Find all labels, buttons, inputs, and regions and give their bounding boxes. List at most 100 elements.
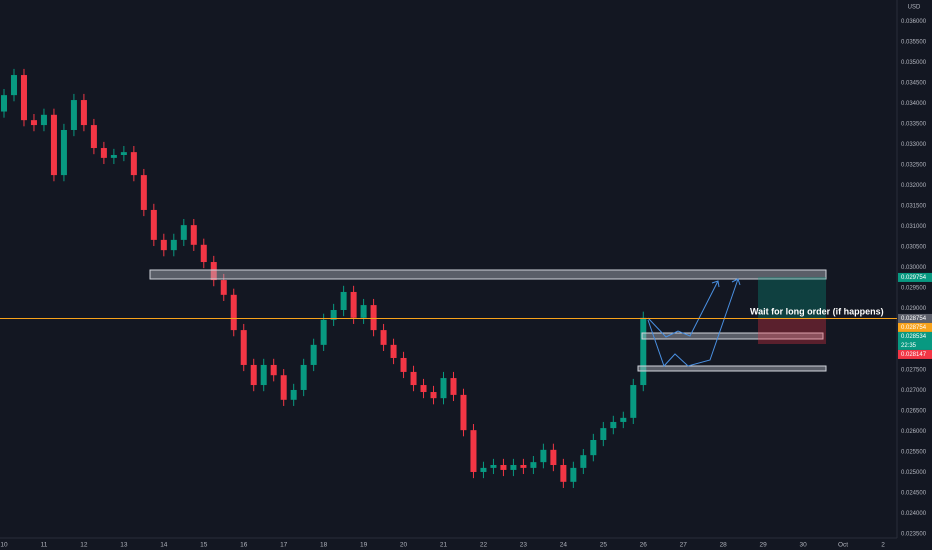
x-tick-label: 23	[520, 542, 528, 549]
candle-body	[180, 225, 187, 240]
candle-body	[400, 357, 407, 372]
x-tick-label: Oct	[838, 542, 848, 549]
x-tick-label: 28	[720, 542, 728, 549]
x-tick-label: 18	[320, 542, 328, 549]
y-tick-label: 0.033500	[901, 121, 927, 127]
y-tick-label: 0.027500	[901, 367, 927, 373]
candle-body	[390, 344, 397, 358]
countdown-label: 22:35	[901, 343, 917, 349]
candle-body	[70, 100, 77, 130]
candle-body	[90, 125, 97, 149]
support-zone	[637, 365, 827, 372]
candle-body	[110, 155, 117, 158]
y-tick-label: 0.036000	[901, 19, 927, 25]
candle-body	[140, 175, 147, 210]
price-label-box	[898, 322, 932, 332]
candle-body	[20, 75, 27, 121]
x-tick-label: 24	[560, 542, 568, 549]
candle-body	[170, 239, 177, 251]
candle-body	[630, 385, 637, 418]
x-tick-label: 12	[80, 542, 88, 549]
candle-body	[520, 465, 527, 468]
candle-body	[270, 364, 277, 376]
candle-body	[590, 439, 597, 456]
currency-label: USD	[908, 5, 921, 11]
candle-body	[150, 209, 157, 240]
price-label: 0.028754	[901, 316, 927, 322]
x-tick-label: 16	[240, 542, 248, 549]
candle-body	[40, 114, 47, 126]
x-tick-label: 25	[600, 542, 608, 549]
price-label-box	[898, 313, 932, 323]
candle-body	[380, 330, 387, 345]
candle-body	[310, 344, 317, 365]
candle-body	[50, 114, 57, 176]
candle-body	[250, 364, 257, 386]
candle-body	[640, 317, 647, 386]
candle-body	[190, 225, 197, 245]
candle-body	[450, 378, 457, 395]
candle-body	[420, 385, 427, 393]
candle-body	[550, 449, 557, 466]
x-tick-label: 11	[41, 542, 48, 549]
drawings	[0, 269, 897, 372]
candle-body	[560, 465, 567, 482]
price-label-box	[898, 331, 932, 350]
candle-body	[350, 291, 357, 318]
candle-body	[10, 75, 17, 96]
candle-body	[280, 375, 287, 400]
candle-body	[600, 428, 607, 440]
y-tick-label: 0.033000	[901, 142, 927, 148]
price-label: 0.029754	[901, 275, 927, 281]
candle-body	[160, 239, 167, 251]
annotation: Wait for long order (if happens)	[750, 306, 884, 316]
y-tick-label: 0.032500	[901, 162, 927, 168]
candle-body	[320, 319, 327, 345]
price-label: 0.028534	[901, 334, 927, 340]
projection-path	[647, 280, 719, 338]
candle-body	[570, 467, 577, 482]
candle-body	[260, 364, 267, 386]
projection-arrow	[731, 278, 741, 286]
projection-path	[647, 278, 739, 367]
candle-body	[500, 465, 507, 470]
x-tick-label: 13	[120, 542, 128, 549]
candle-body	[60, 129, 67, 176]
resistance-zone	[149, 269, 827, 280]
candle-body	[200, 244, 207, 263]
x-tick-label: 19	[360, 542, 368, 549]
candle-body	[430, 392, 437, 399]
candle-body	[530, 462, 537, 468]
y-tick-label: 0.031000	[901, 224, 927, 230]
y-tick-label: 0.031500	[901, 203, 927, 209]
y-tick-label: 0.034000	[901, 101, 927, 107]
candle-body	[30, 120, 37, 126]
long-target-box	[758, 277, 826, 318]
y-tick-label: 0.030500	[901, 244, 927, 250]
candle-body	[230, 294, 237, 331]
candle-body	[100, 148, 107, 158]
x-tick-label: 26	[640, 542, 648, 549]
x-tick-label: 30	[799, 542, 807, 549]
support-zone	[641, 332, 824, 340]
candle-body	[330, 310, 337, 320]
candle-body	[470, 430, 477, 472]
candle-body	[290, 389, 297, 400]
candle-body	[580, 455, 587, 468]
y-tick-label: 0.024500	[901, 490, 927, 496]
price-label-box	[898, 349, 932, 359]
candle-body	[360, 305, 367, 318]
candle-body	[340, 291, 347, 311]
candle-body	[0, 95, 7, 112]
x-tick-label: 22	[480, 542, 488, 549]
candle-body	[410, 371, 417, 386]
candle-body	[490, 465, 497, 468]
y-tick-label: 0.026500	[901, 408, 927, 414]
projection-arrow	[711, 280, 720, 288]
candle-body	[80, 100, 87, 126]
candle-body	[370, 305, 377, 331]
candle-body	[510, 465, 517, 470]
x-tick-label: 29	[760, 542, 768, 549]
x-tick-label: 15	[200, 542, 208, 549]
